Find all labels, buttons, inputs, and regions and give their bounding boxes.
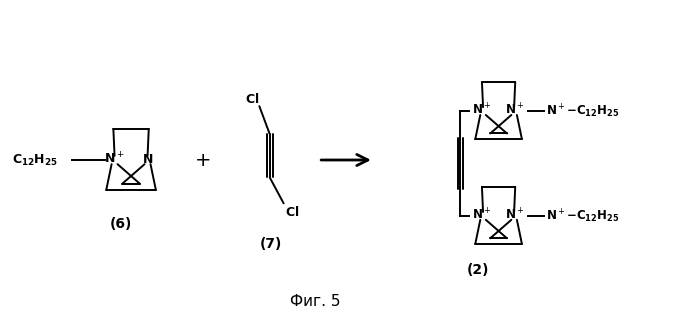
Text: $\mathbf{N}^+$: $\mathbf{N}^+$ [505, 103, 525, 118]
Text: $\mathbf{N}^+\mathbf{-C_{12}H_{25}}$: $\mathbf{N}^+\mathbf{-C_{12}H_{25}}$ [547, 207, 620, 225]
Text: $\mathbf{Cl}$: $\mathbf{Cl}$ [285, 205, 300, 220]
Text: $\mathbf{N}$: $\mathbf{N}$ [142, 153, 153, 166]
Text: (2): (2) [466, 263, 489, 277]
Text: (6): (6) [110, 217, 132, 231]
Text: $\mathbf{N}^+$: $\mathbf{N}^+$ [104, 152, 124, 167]
Text: $\mathbf{Cl}$: $\mathbf{Cl}$ [245, 92, 259, 106]
Text: $\mathbf{N}^+\mathbf{-C_{12}H_{25}}$: $\mathbf{N}^+\mathbf{-C_{12}H_{25}}$ [547, 102, 620, 120]
Text: $\mathbf{N}^+$: $\mathbf{N}^+$ [472, 208, 491, 223]
Text: Фиг. 5: Фиг. 5 [289, 294, 340, 309]
Text: $\mathbf{N}^+$: $\mathbf{N}^+$ [472, 103, 491, 118]
Text: $\mathbf{N}^+$: $\mathbf{N}^+$ [505, 208, 525, 223]
Text: (7): (7) [260, 237, 282, 251]
Text: $\mathbf{C_{12}H_{25}}$: $\mathbf{C_{12}H_{25}}$ [13, 152, 58, 168]
Text: $+$: $+$ [194, 150, 210, 170]
